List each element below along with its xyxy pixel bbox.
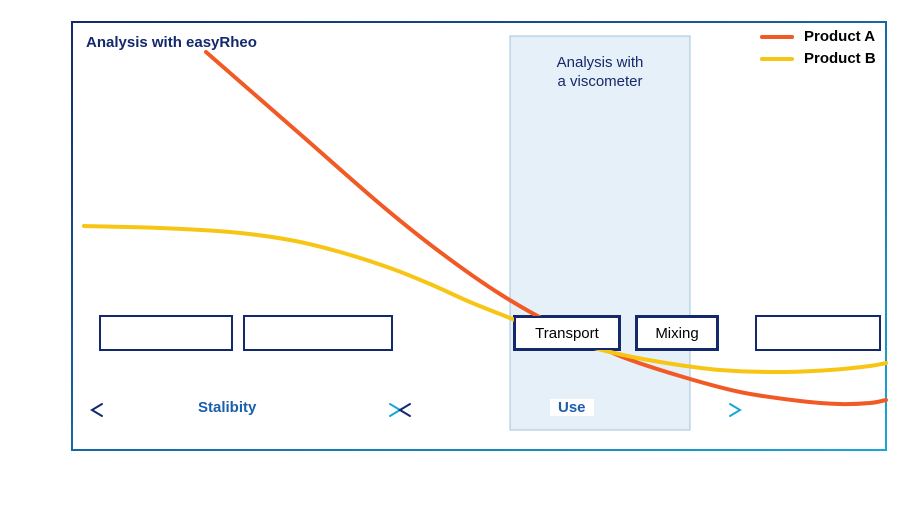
chart-svg	[0, 0, 910, 508]
region-box	[100, 316, 232, 350]
legend-item: Product B	[760, 50, 876, 67]
legend-swatch	[760, 35, 794, 39]
outer-frame	[72, 22, 886, 450]
region-box-label: Transport	[514, 316, 620, 350]
legend-item: Product A	[760, 28, 875, 45]
viscometer-label-line1: Analysis with	[538, 54, 662, 73]
legend-label: Product A	[804, 28, 875, 45]
region-box	[756, 316, 880, 350]
legend-swatch	[760, 57, 794, 61]
legend-label: Product B	[804, 50, 876, 67]
region-box-label: Mixing	[636, 316, 718, 350]
chart-title: Analysis with easyRheo	[86, 34, 257, 51]
range-label: Use	[550, 399, 594, 416]
region-box	[244, 316, 392, 350]
viscometer-label-line2: a viscometer	[538, 73, 662, 92]
range-label: Stalibity	[190, 399, 264, 416]
viscometer-label: Analysis witha viscometer	[538, 54, 662, 92]
